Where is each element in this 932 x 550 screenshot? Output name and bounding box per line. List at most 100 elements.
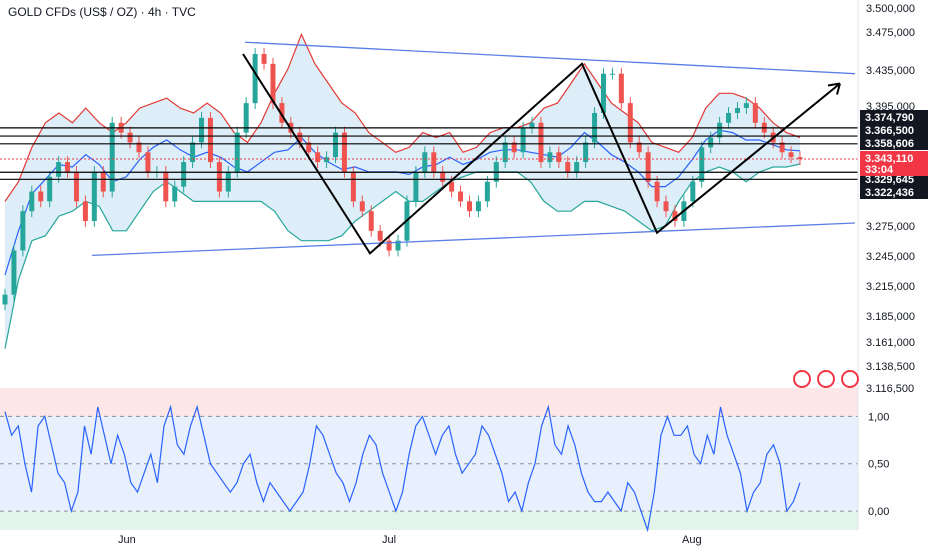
candle-body (225, 171, 231, 192)
price-tick-label: 3.138,500 (866, 361, 915, 373)
candle-body (73, 171, 79, 202)
candle-body (47, 176, 53, 202)
candle-body (788, 152, 794, 158)
candle-body (734, 108, 740, 113)
candle-body (163, 171, 169, 202)
zigzag-pattern-line (242, 53, 841, 255)
time-tick-label: Jun (118, 534, 136, 546)
arrow-head-icon (827, 82, 841, 95)
candle-body (431, 152, 437, 172)
level-price-box (860, 185, 928, 199)
oscillator-overbought-zone (0, 388, 858, 417)
candle-body (333, 132, 339, 158)
candle-body (752, 103, 758, 123)
candle-body (252, 54, 258, 104)
candle-body (618, 73, 624, 104)
level-price-label: 3.374,790 (865, 112, 914, 124)
candle-body (11, 250, 17, 295)
channel-upper-line (244, 41, 856, 75)
bollinger-upper-line (4, 32, 801, 202)
price-tick-label: 3.215,000 (866, 281, 915, 293)
candle-body (466, 201, 472, 212)
candle-body (717, 122, 723, 138)
event-flag-icon[interactable] (793, 370, 811, 388)
candle-body (636, 142, 642, 153)
level-price-box (860, 110, 928, 124)
candle-body (672, 211, 678, 222)
price-tick-label: 3.161,000 (866, 337, 915, 349)
candle-body (377, 230, 383, 241)
level-price-label: 3.358,606 (865, 138, 914, 150)
oscillator-line (4, 404, 801, 533)
candle-body (261, 54, 267, 64)
candle-body (475, 201, 481, 212)
candle-body (243, 103, 249, 133)
price-tick-label: 3.185,000 (866, 311, 915, 323)
candle-body (20, 211, 26, 251)
candle-body (341, 132, 347, 172)
time-axis: Jun Jul Aug (118, 534, 702, 546)
candle-body (449, 181, 455, 192)
candle-body (458, 191, 464, 202)
candle-body (574, 162, 580, 172)
candle-body (100, 171, 106, 192)
candle-body (484, 181, 490, 202)
candle-body (556, 152, 562, 163)
candle-body (324, 157, 330, 163)
candle-body (306, 142, 312, 153)
countdown-label: 33:04 (865, 164, 894, 176)
candle-body (82, 201, 88, 222)
candle-body (413, 171, 419, 202)
candle-body (368, 211, 374, 231)
candle-body (529, 122, 535, 128)
candle-body (690, 181, 696, 202)
candle-body (627, 103, 633, 143)
level-price-box (860, 123, 928, 137)
candle-body (29, 191, 35, 212)
candle-body (699, 147, 705, 182)
candle-body (279, 103, 285, 123)
channel-lower-line (91, 222, 856, 257)
oscillator-pane (0, 388, 858, 533)
price-tick-label: 3.275,000 (866, 221, 915, 233)
candle-body (609, 73, 615, 75)
candle-body (234, 132, 240, 172)
price-tick-label: 3.435,000 (866, 65, 915, 77)
candle-body (65, 162, 71, 172)
candle-body (395, 240, 401, 251)
bollinger-middle-line (4, 129, 801, 276)
candle-body (645, 152, 651, 182)
candle-body (708, 137, 714, 148)
candle-body (502, 142, 508, 163)
candle-body (315, 152, 321, 163)
candle-body (199, 117, 205, 143)
candle-body (520, 127, 526, 153)
candle-body (359, 201, 365, 212)
event-flag-icon[interactable] (817, 370, 835, 388)
level-price-label: 3.366,500 (865, 125, 914, 137)
event-flag-icon[interactable] (841, 370, 859, 388)
candle-body (91, 171, 97, 222)
candle-body (136, 142, 142, 153)
time-tick-label: Aug (682, 534, 702, 546)
candle-body (422, 152, 428, 172)
oscillator-oversold-zone (0, 511, 858, 530)
current-price-label: 3.343,110 (865, 153, 913, 165)
current-price-box (860, 151, 928, 176)
level-price-label: 3.329,645 (865, 174, 914, 186)
level-price-label: 3.322,436 (865, 187, 914, 199)
candle-body (38, 191, 44, 202)
oscillator-tick-label: 1,00 (868, 411, 889, 423)
candle-body (350, 171, 356, 202)
candle-body (511, 142, 517, 153)
bollinger-lower-line (4, 163, 801, 349)
candle-body (538, 122, 544, 163)
candle-body (600, 73, 606, 113)
oscillator-tick-label: 0,50 (868, 459, 889, 471)
candle-body (127, 132, 133, 143)
candle-body (181, 162, 187, 187)
candle-body (216, 162, 222, 192)
chart-title: GOLD CFDs (US$ / OZ) · 4h · TVC (8, 5, 196, 19)
price-pane (0, 32, 858, 349)
